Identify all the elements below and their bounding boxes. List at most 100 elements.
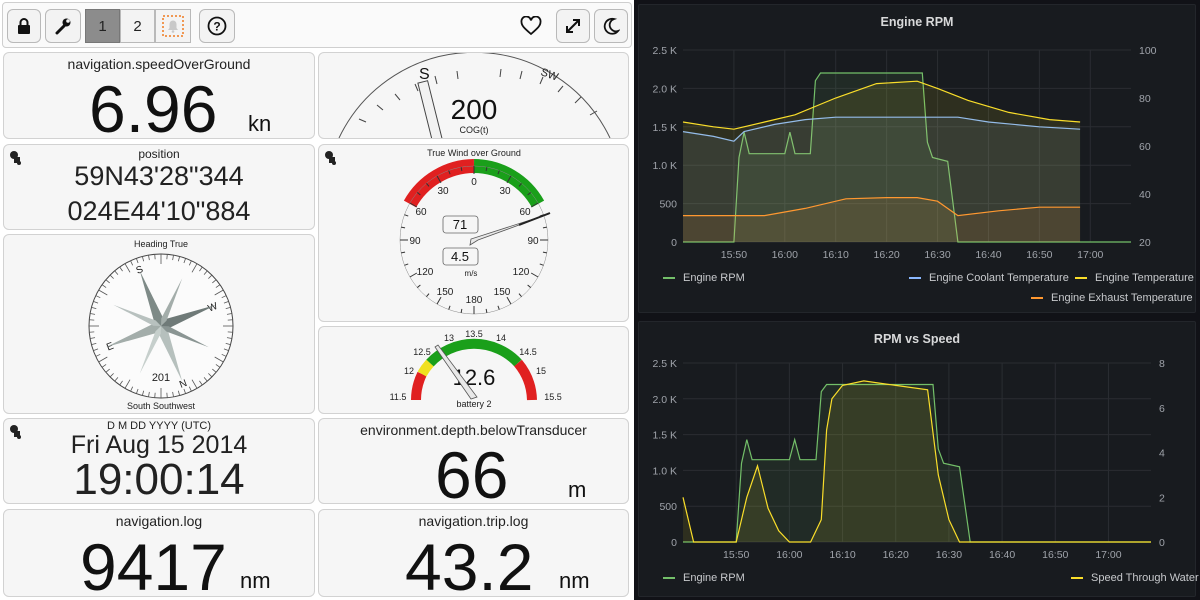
compass-tick (214, 289, 224, 296)
wind-label-150-right: 150 (494, 287, 511, 298)
cog-card[interactable]: S SW 200 COG(t) (318, 52, 629, 139)
wind-tick (448, 170, 451, 175)
position-card[interactable]: position 59N43'28"344 024E44'10"884 (3, 144, 315, 230)
wind-label-60-left: 60 (415, 207, 427, 218)
compass-tick (221, 295, 227, 299)
compass-tick (208, 373, 213, 378)
compass-tick (203, 270, 208, 275)
wind-tick (506, 175, 512, 184)
grafana-dashboard: Engine RPM 0 500 1.0 K 1.5 K 2.0 K 2.5 K 20 40 6… (634, 0, 1200, 600)
x-tick-label: 17:00 (1077, 249, 1103, 261)
compass-tick (214, 356, 224, 363)
page-1-button[interactable]: 1 (85, 9, 120, 43)
y-left-tick-label: 2.5 K (652, 45, 677, 57)
legend-engine-rpm-2[interactable]: Engine RPM (663, 572, 745, 584)
compass-tick (141, 390, 145, 396)
wind-label-30-left: 30 (437, 186, 449, 197)
log-card[interactable]: navigation.log 9417 nm (3, 509, 315, 597)
heading-card[interactable]: Heading True S W N E (3, 234, 315, 414)
legend-swatch (909, 277, 921, 279)
trip-value: 43.2 (405, 530, 534, 597)
legend-engine-rpm[interactable]: Engine RPM (663, 272, 745, 284)
compass-tick (119, 266, 123, 272)
wind-tick (404, 214, 409, 217)
battery-label-13: 13 (444, 333, 454, 343)
x-tick-label: 16:20 (883, 549, 909, 561)
compass-tick (188, 260, 192, 266)
wind-speed-unit: m/s (465, 269, 478, 278)
trip-unit: nm (559, 568, 590, 593)
legend-label: Engine RPM (683, 272, 745, 284)
wind-tick (448, 305, 451, 310)
battery-card[interactable]: 11.5 12 12.5 13 13.5 14 14.5 15 15.5 12.… (318, 326, 629, 414)
series-area (683, 380, 1151, 542)
compass-tick (130, 260, 134, 266)
x-tick-label: 16:30 (936, 549, 962, 561)
wind-tick (485, 167, 488, 172)
night-mode-button[interactable] (594, 9, 628, 43)
legend-label: Engine Exhaust Temperature (1051, 292, 1193, 304)
datetime-format: D M DD YYYY (UTC) (106, 420, 212, 432)
legend-swatch (1071, 577, 1083, 579)
x-tick-label: 17:00 (1095, 549, 1121, 561)
wind-tick (527, 192, 532, 196)
legend-coolant[interactable]: Engine Coolant Temperature (909, 272, 1069, 284)
wind-label-150-left: 150 (437, 287, 454, 298)
wind-label-120-left: 120 (417, 267, 434, 278)
help-button[interactable]: ? (199, 9, 235, 43)
x-tick-label: 16:00 (776, 549, 802, 561)
true-wind-card[interactable]: True Wind over Ground 0 30 30 60 60 90 9… (318, 144, 629, 322)
bell-icon (162, 15, 184, 37)
compass-tick (203, 377, 208, 382)
compass-tick (141, 256, 145, 262)
settings-button[interactable] (45, 9, 81, 43)
y-right-tick-label: 2 (1159, 492, 1165, 504)
y-left-tick-label: 500 (659, 501, 677, 513)
compass-tick (226, 313, 232, 315)
lock-button[interactable] (7, 9, 41, 43)
compass-tick (183, 258, 187, 264)
battery-label-11-5: 11.5 (390, 392, 407, 402)
datetime-card[interactable]: D M DD YYYY (UTC) Fri Aug 15 2014 19:00:… (3, 418, 315, 504)
series-area (683, 117, 1081, 242)
legend-speed-through-water[interactable]: Speed Through Water (1071, 572, 1199, 584)
compass-ticks (89, 254, 233, 398)
wind-label-90-right: 90 (527, 236, 539, 247)
wind-tick (404, 263, 409, 266)
speed-unit: kn (248, 111, 272, 136)
rpm-vs-speed-panel[interactable]: RPM vs Speed 0 500 1.0 K 1.5 K 2.0 K 2.5 K 0 2 4… (638, 321, 1199, 597)
engine-rpm-panel[interactable]: Engine RPM 0 500 1.0 K 1.5 K 2.0 K 2.5 K 20 40 6… (638, 4, 1196, 313)
instrument-panel: 1 2 ? navigation.speedOverGround 6.96 kn (2, 2, 632, 597)
compass-tick (135, 258, 139, 264)
battery-label-12: 12 (404, 366, 414, 376)
rpm-vs-speed-title: RPM vs Speed (873, 332, 961, 346)
x-tick-label: 16:00 (772, 249, 798, 261)
trip-log-card[interactable]: navigation.trip.log 43.2 nm (318, 509, 629, 597)
compass-tick (124, 379, 131, 389)
compass-tick (93, 348, 99, 352)
cog-tick-sw: SW (539, 66, 560, 84)
legend-label: Engine Coolant Temperature (929, 272, 1069, 284)
page-1-label: 1 (98, 17, 107, 35)
compass-tick (226, 337, 232, 339)
y-left-tick-label: 500 (659, 199, 677, 211)
svg-text:?: ? (213, 20, 220, 34)
battery-gauge: 11.5 12 12.5 13 13.5 14 14.5 15 15.5 12.… (390, 329, 562, 409)
legend-exhaust[interactable]: Engine Exhaust Temperature (1031, 292, 1193, 304)
wind-ticks (400, 166, 548, 314)
compass-tick (183, 388, 187, 394)
page-2-button[interactable]: 2 (120, 9, 155, 43)
compass-tick (188, 386, 192, 392)
compass-tick (90, 337, 96, 339)
latitude-value: 59N43'28"344 (74, 161, 244, 191)
speed-over-ground-card[interactable]: navigation.speedOverGround 6.96 kn (3, 52, 315, 139)
favorite-button[interactable] (513, 9, 549, 43)
wind-tick (426, 182, 430, 187)
legend-engine-temp[interactable]: Engine Temperature (1075, 272, 1194, 284)
wind-tick (527, 284, 532, 288)
wind-angle-value: 71 (453, 217, 467, 232)
alarm-button[interactable] (155, 9, 191, 43)
cog-tick-s: S (419, 66, 430, 83)
fullscreen-button[interactable] (556, 9, 590, 43)
depth-card[interactable]: environment.depth.belowTransducer 66 m (318, 418, 629, 504)
